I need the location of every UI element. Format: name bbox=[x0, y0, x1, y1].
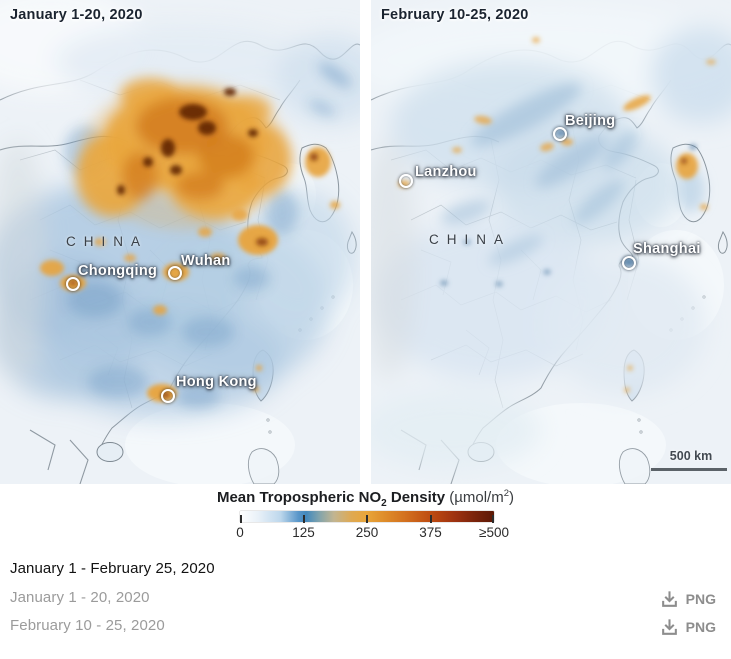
legend-tick-mark-125 bbox=[303, 515, 305, 523]
legend-tick-label-0: 0 bbox=[236, 525, 244, 540]
city-marker-shanghai bbox=[622, 256, 636, 270]
download-png-button-february[interactable]: PNG bbox=[660, 614, 716, 640]
city-marker-wuhan bbox=[168, 266, 182, 280]
city-marker-chongqing bbox=[66, 277, 80, 291]
map-title-february: February 10-25, 2020 bbox=[381, 7, 529, 23]
map-artwork-february bbox=[371, 0, 731, 484]
country-label-china-right: CHINA bbox=[429, 232, 512, 247]
date-row-jan1-feb25[interactable]: January 1 - February 25, 2020 bbox=[0, 556, 731, 582]
download-png-button-january[interactable]: PNG bbox=[660, 586, 716, 612]
legend-tick-label-500: ≥500 bbox=[479, 525, 509, 540]
legend-tick-mark-250 bbox=[366, 515, 368, 523]
date-row-feb10-25[interactable]: February 10 - 25, 2020 PNG bbox=[0, 613, 731, 639]
map-title-january: January 1-20, 2020 bbox=[10, 7, 143, 23]
map-january: January 1-20, 2020 CHINA Chongqing Wuhan… bbox=[0, 0, 360, 484]
city-marker-hong-kong bbox=[161, 389, 175, 403]
png-label: PNG bbox=[685, 591, 716, 607]
city-label-wuhan: Wuhan bbox=[181, 253, 231, 269]
city-label-chongqing: Chongqing bbox=[78, 263, 158, 279]
date-row-label: January 1 - 20, 2020 bbox=[10, 589, 150, 606]
city-label-beijing: Beijing bbox=[565, 113, 616, 129]
date-row-label: January 1 - February 25, 2020 bbox=[10, 560, 215, 577]
legend-title: Mean Tropospheric NO2 Density (µmol/m2) bbox=[216, 488, 515, 509]
legend-tick-label-250: 250 bbox=[355, 525, 379, 540]
download-icon bbox=[661, 618, 677, 635]
city-marker-lanzhou bbox=[399, 174, 413, 188]
city-label-shanghai: Shanghai bbox=[633, 241, 701, 257]
scale-bar-label: 500 km bbox=[669, 449, 713, 463]
download-icon bbox=[661, 590, 677, 607]
country-label-china-left: CHINA bbox=[66, 234, 149, 249]
map-artwork-january bbox=[0, 0, 360, 484]
city-label-lanzhou: Lanzhou bbox=[415, 164, 477, 180]
map-panels: January 1-20, 2020 CHINA Chongqing Wuhan… bbox=[0, 0, 731, 484]
legend-tick-mark-0 bbox=[240, 515, 242, 523]
legend-tick-mark-375 bbox=[430, 515, 432, 523]
scale-bar bbox=[651, 468, 727, 471]
city-label-hong-kong: Hong Kong bbox=[176, 374, 257, 390]
date-row-jan1-20[interactable]: January 1 - 20, 2020 PNG bbox=[0, 585, 731, 611]
date-row-label: February 10 - 25, 2020 bbox=[10, 617, 165, 634]
map-february: February 10-25, 2020 CHINA Lanzhou Beiji… bbox=[371, 0, 731, 484]
legend-tick-mark-500 bbox=[492, 515, 494, 523]
city-marker-beijing bbox=[553, 127, 567, 141]
legend-tick-labels: 0 125 250 375 ≥500 bbox=[236, 525, 509, 541]
legend-tick-label-125: 125 bbox=[292, 525, 315, 540]
legend-tick-label-375: 375 bbox=[419, 525, 442, 540]
png-label: PNG bbox=[685, 619, 716, 635]
